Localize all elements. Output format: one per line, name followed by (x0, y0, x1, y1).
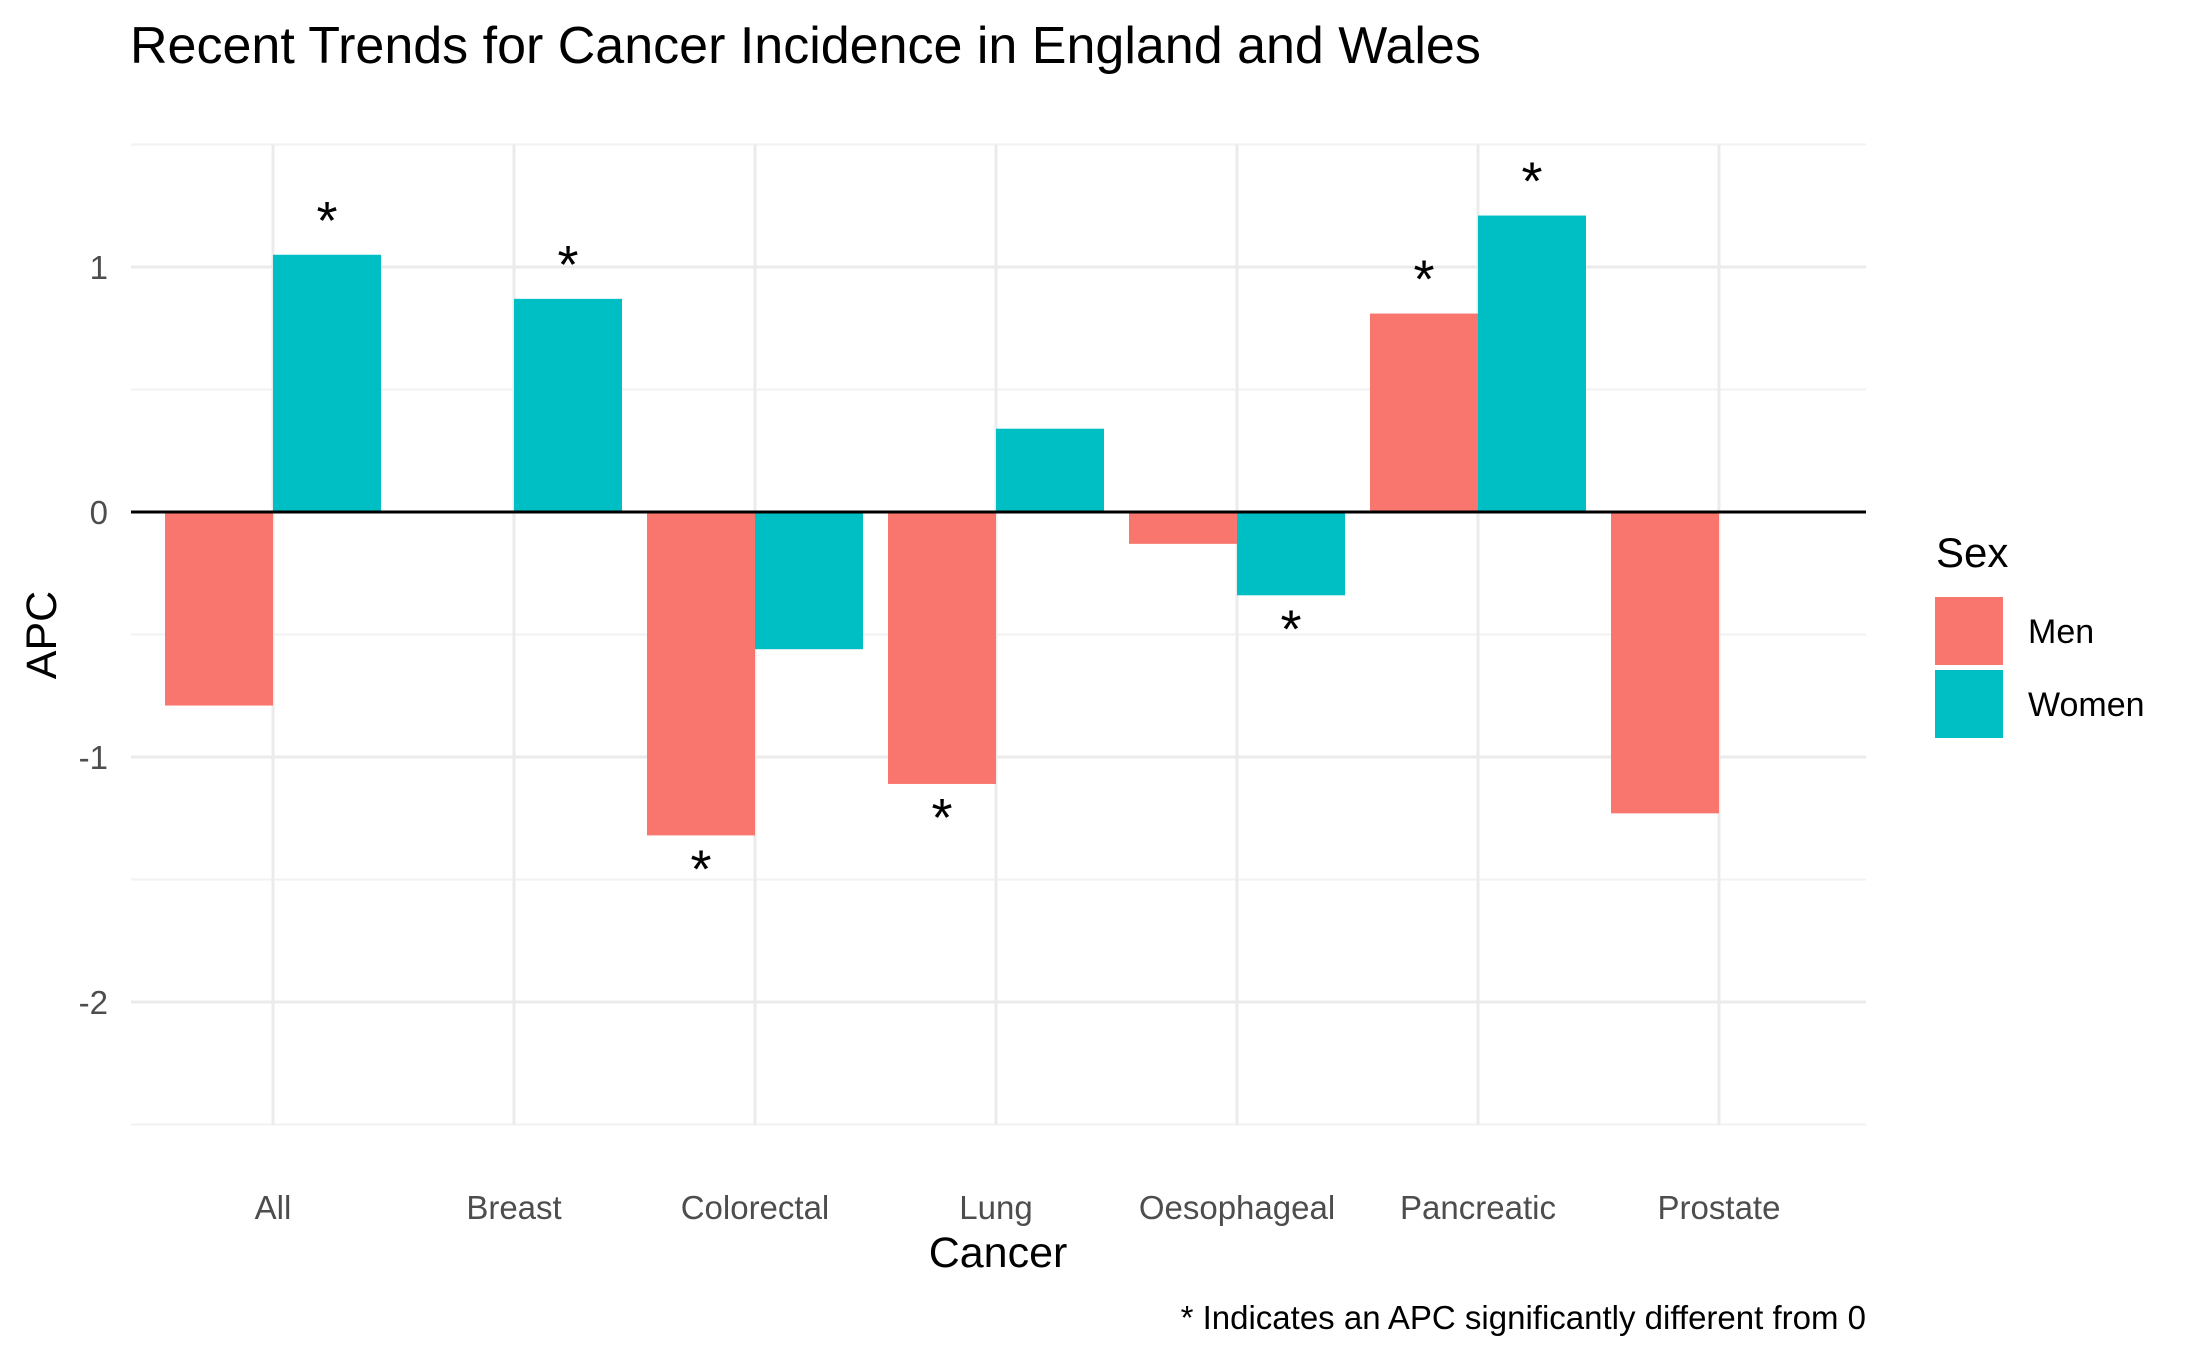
legend-label-men: Men (2028, 613, 2094, 651)
y-axis-title: APC (18, 591, 66, 679)
bar-women-lung (996, 428, 1104, 512)
x-tick-label-all: All (255, 1189, 292, 1226)
plot-axis-labels: -2 -1 0 1 All Breast Colorectal Lung Oesophageal… (79, 249, 1781, 1226)
bar-women-all (273, 254, 381, 512)
chart-title: Recent Trends for Cancer Incidence in En… (130, 17, 1481, 75)
legend: Men Women (1935, 597, 2145, 738)
legend-label-women: Women (2028, 686, 2145, 724)
x-tick-label-colorectal: Colorectal (681, 1189, 830, 1226)
bar-women-breast (514, 298, 622, 512)
plot-bars (165, 215, 1719, 836)
x-tick-label-oesophageal: Oesophageal (1139, 1189, 1335, 1226)
significance-marker-women-all: * (316, 191, 337, 251)
y-tick-label: 1 (90, 249, 108, 286)
significance-marker-women-oesophageal: * (1280, 599, 1301, 659)
x-axis-title: Cancer (929, 1229, 1068, 1277)
significance-marker-men-colorectal: * (690, 839, 711, 899)
chart-caption: * Indicates an APC significantly differe… (1181, 1299, 1866, 1336)
bar-men-colorectal (647, 512, 755, 836)
y-tick-label: -2 (79, 984, 108, 1021)
x-tick-label-breast: Breast (466, 1189, 561, 1226)
x-tick-label-pancreatic: Pancreatic (1400, 1189, 1556, 1226)
significance-marker-men-lung: * (931, 788, 952, 848)
plot-grid (131, 143, 1866, 1126)
significance-marker-men-pancreatic: * (1413, 250, 1434, 310)
bar-men-prostate (1611, 512, 1719, 814)
plot-significance: * * * * * * * (316, 152, 1542, 900)
y-tick-label: -1 (79, 739, 108, 776)
bar-women-pancreatic (1478, 215, 1586, 513)
bar-men-oesophageal (1129, 512, 1237, 544)
legend-key-women (1935, 670, 2003, 738)
x-tick-label-prostate: Prostate (1658, 1189, 1781, 1226)
legend-key-men (1935, 597, 2003, 665)
significance-marker-women-breast: * (557, 235, 578, 295)
bar-women-colorectal (755, 512, 863, 650)
bar-men-all (165, 512, 273, 706)
bar-men-pancreatic (1370, 313, 1478, 512)
x-tick-label-lung: Lung (959, 1189, 1032, 1226)
legend-title: Sex (1936, 529, 2008, 576)
significance-marker-women-pancreatic: * (1521, 152, 1542, 212)
bar-men-lung (888, 512, 996, 784)
bar-women-oesophageal (1237, 512, 1345, 596)
y-tick-label: 0 (90, 494, 108, 531)
